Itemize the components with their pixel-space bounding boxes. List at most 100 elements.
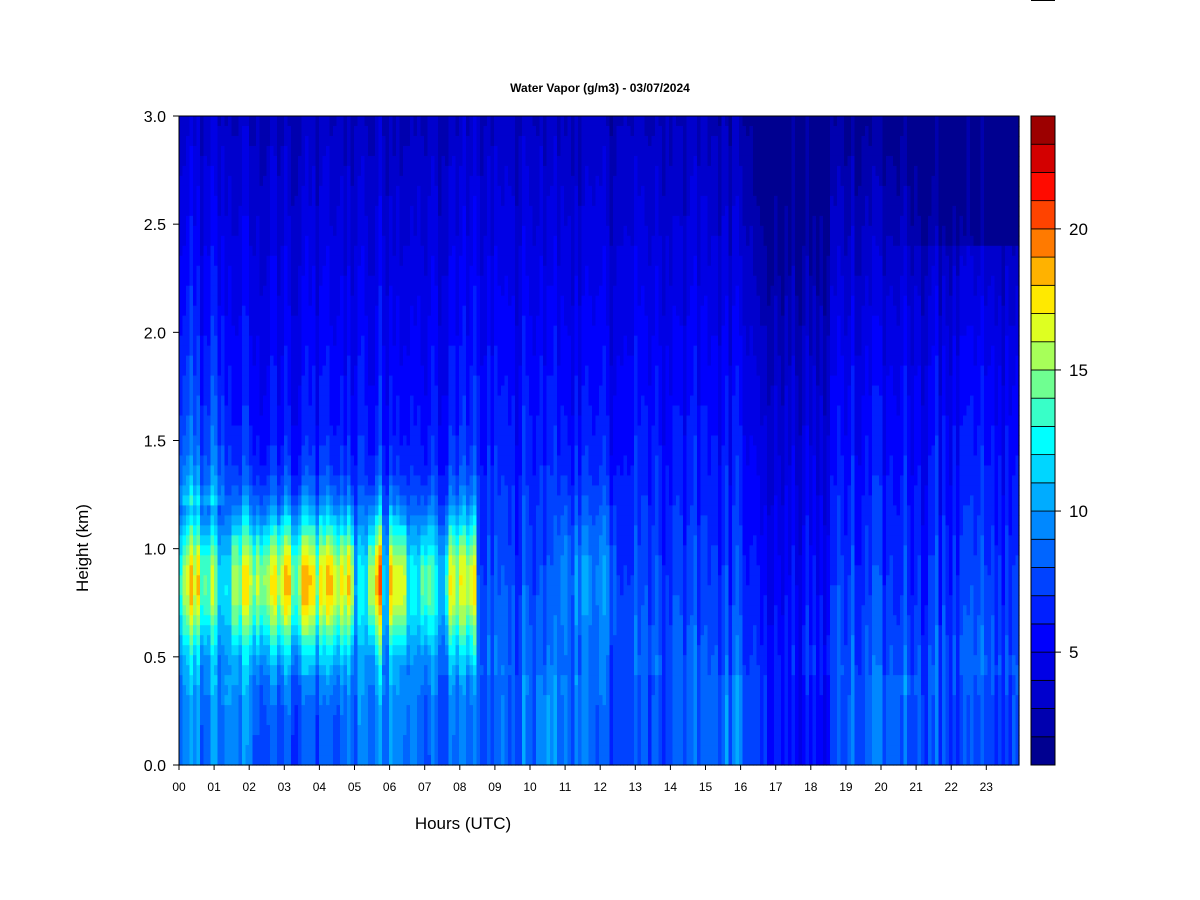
heatmap-cell <box>431 675 436 686</box>
heatmap-cell <box>445 175 450 187</box>
heatmap-cell <box>361 755 366 766</box>
heatmap-cell <box>228 305 233 317</box>
heatmap-cell <box>210 325 215 337</box>
heatmap-cell <box>312 355 317 367</box>
heatmap-cell <box>284 735 289 746</box>
heatmap-cell <box>291 375 296 387</box>
heatmap-cell <box>179 635 184 646</box>
heatmap-cell <box>277 395 282 407</box>
heatmap-cell <box>336 305 341 317</box>
heatmap-cell <box>210 615 215 626</box>
heatmap-cell <box>210 675 215 686</box>
heatmap-cell <box>329 635 334 646</box>
heatmap-cell <box>368 335 373 347</box>
heatmap-cell <box>312 185 317 197</box>
heatmap-cell <box>182 755 187 766</box>
heatmap-cell <box>259 165 264 177</box>
heatmap-cell <box>189 325 194 337</box>
heatmap-cell <box>319 315 324 327</box>
heatmap-cell <box>392 505 397 516</box>
heatmap-cell <box>329 545 334 556</box>
heatmap-cell <box>280 655 285 666</box>
heatmap-cell <box>385 565 390 576</box>
heatmap-cell <box>259 705 264 716</box>
heatmap-cell <box>322 525 327 536</box>
heatmap-cell <box>252 375 257 387</box>
heatmap-cell <box>298 285 303 297</box>
heatmap-cell <box>417 135 422 147</box>
heatmap-cell <box>235 655 240 666</box>
heatmap-cell <box>245 545 250 556</box>
heatmap-cell <box>392 435 397 447</box>
heatmap-cell <box>266 565 271 576</box>
heatmap-cell <box>249 745 254 756</box>
heatmap-cell <box>249 425 254 437</box>
heatmap-cell <box>427 535 432 546</box>
heatmap-cell <box>238 116 243 127</box>
heatmap-cell <box>305 165 310 177</box>
heatmap-cell <box>270 205 275 217</box>
heatmap-cell <box>326 685 331 696</box>
heatmap-cell <box>200 745 205 756</box>
heatmap-cell <box>277 505 282 516</box>
heatmap-cell <box>207 235 212 247</box>
heatmap-cell <box>280 715 285 726</box>
heatmap-cell <box>371 125 376 137</box>
heatmap-cell <box>235 545 240 556</box>
heatmap-cell <box>329 375 334 387</box>
heatmap-cell <box>399 645 404 656</box>
heatmap-cell <box>280 215 285 227</box>
heatmap-cell <box>245 445 250 457</box>
heatmap-cell <box>263 195 268 207</box>
heatmap-cell <box>284 116 289 127</box>
heatmap-cell <box>200 665 205 676</box>
heatmap-cell <box>312 375 317 387</box>
heatmap-cell <box>179 655 184 666</box>
heatmap-cell <box>189 685 194 696</box>
heatmap-cell <box>207 745 212 756</box>
heatmap-cell <box>256 735 261 746</box>
heatmap-cell <box>322 655 327 666</box>
heatmap-cell <box>270 155 275 167</box>
heatmap-cell <box>242 455 247 467</box>
heatmap-cell <box>291 505 296 516</box>
heatmap-cell <box>308 235 313 247</box>
heatmap-cell <box>308 755 313 766</box>
heatmap-cell <box>252 235 257 247</box>
heatmap-cell <box>354 465 359 477</box>
heatmap-cell <box>322 625 327 636</box>
heatmap-cell <box>350 475 355 487</box>
heatmap-cell <box>424 125 429 137</box>
heatmap-cell <box>326 195 331 207</box>
heatmap-cell <box>252 305 257 317</box>
heatmap-cell <box>368 405 373 417</box>
heatmap-cell <box>382 325 387 337</box>
heatmap-cell <box>431 185 436 197</box>
heatmap-cell <box>256 715 261 726</box>
heatmap-cell <box>203 295 208 307</box>
heatmap-cell <box>207 295 212 307</box>
heatmap-cell <box>238 165 243 177</box>
heatmap-cell <box>231 415 236 427</box>
heatmap-cell <box>308 685 313 696</box>
heatmap-cell <box>333 655 338 666</box>
heatmap-cell <box>249 215 254 227</box>
heatmap-cell <box>340 305 345 317</box>
heatmap-cell <box>322 575 327 586</box>
heatmap-cell <box>434 355 439 367</box>
heatmap-cell <box>368 175 373 187</box>
heatmap-cell <box>326 535 331 546</box>
heatmap-cell <box>420 385 425 397</box>
heatmap-cell <box>361 495 366 506</box>
heatmap-cell <box>294 195 299 207</box>
heatmap-cell <box>308 255 313 267</box>
heatmap-cell <box>427 705 432 716</box>
heatmap-cell <box>385 305 390 317</box>
heatmap-cell <box>417 175 422 187</box>
heatmap-cell <box>434 615 439 626</box>
heatmap-cell <box>347 385 352 397</box>
heatmap-cell <box>434 165 439 177</box>
heatmap-cell <box>245 715 250 726</box>
heatmap-cell <box>291 745 296 756</box>
heatmap-cell <box>280 755 285 766</box>
